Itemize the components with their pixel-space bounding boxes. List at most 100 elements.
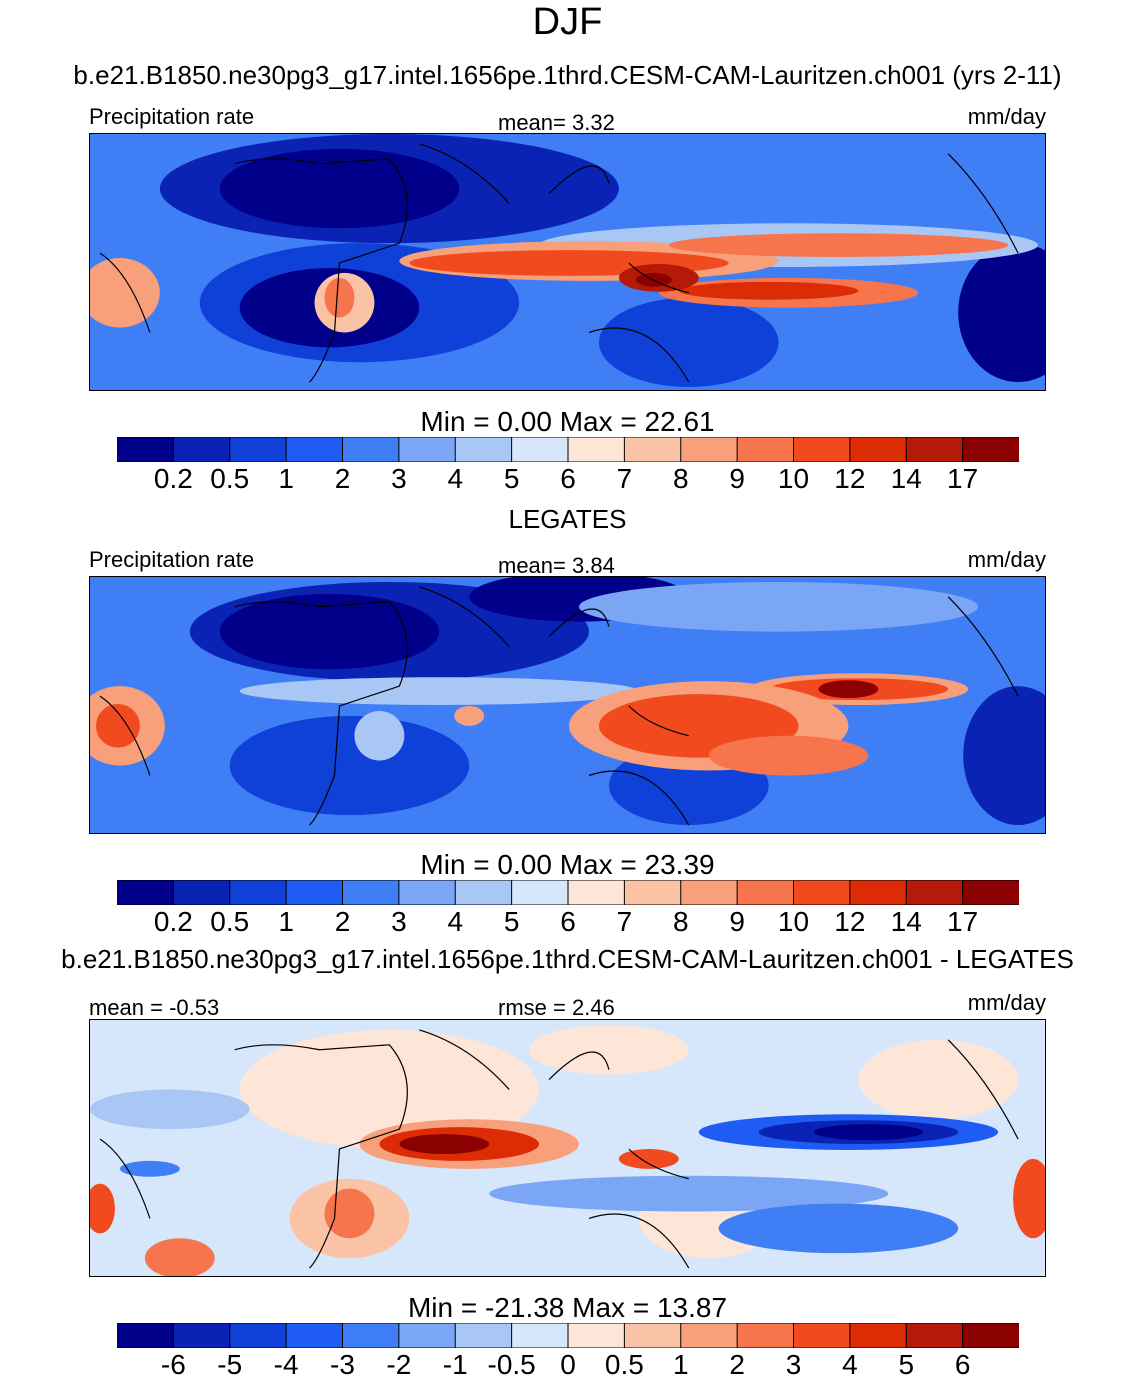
colorbar-swatch — [849, 880, 908, 905]
panel3-heading: b.e21.B1850.ne30pg3_g17.intel.1656pe.1th… — [61, 944, 1074, 974]
anomaly-zone — [90, 1089, 250, 1130]
colorbar-tick-label: 12 — [834, 463, 866, 494]
colorbar-tick-label: 0 — [560, 1349, 576, 1380]
colorbar-tick-label: 10 — [777, 906, 810, 937]
colorbar-swatch — [398, 880, 457, 905]
panel3-units-label: mm/day — [967, 990, 1046, 1015]
anomaly-zone — [858, 1039, 1019, 1120]
anomaly-zone — [529, 1024, 689, 1075]
colorbar-tick-label: 3 — [785, 1349, 802, 1380]
colorbar-swatch — [117, 437, 175, 462]
colorbar-swatch — [398, 1323, 457, 1348]
colorbar-swatch — [342, 437, 400, 462]
colorbar-swatch — [567, 437, 626, 462]
panel3-map — [89, 1019, 1046, 1277]
colorbar-swatch — [736, 1323, 795, 1348]
colorbar-swatch — [454, 437, 513, 462]
colorbar-swatch — [117, 1323, 175, 1348]
colorbar-swatch — [342, 880, 400, 905]
itcz-peak — [818, 680, 879, 699]
colorbar-swatch — [849, 1323, 908, 1348]
wet-zone — [95, 704, 140, 748]
wet-zone — [578, 581, 979, 632]
colorbar-swatch — [962, 437, 1019, 462]
colorbar-tick-label: -4 — [273, 1349, 299, 1380]
colorbar-swatch — [905, 880, 964, 905]
colorbar-tick-label: 5 — [503, 906, 520, 937]
figure-title: DJF — [532, 1, 603, 43]
colorbar-swatch — [342, 1323, 400, 1348]
colorbar-tick-label: 7 — [616, 906, 633, 937]
colorbar-tick-label: -2 — [386, 1349, 412, 1380]
colorbar-tick-label: -5 — [217, 1349, 243, 1380]
colorbar-swatch — [285, 880, 344, 905]
colorbar-tick-label: -0.5 — [487, 1349, 536, 1380]
colorbar-swatch — [511, 437, 570, 462]
colorbar-tick-label: 0.2 — [153, 463, 193, 494]
colorbar-tick-label: 17 — [947, 906, 979, 937]
panel2-variable-label: Precipitation rate — [89, 547, 255, 572]
wet-zone — [454, 705, 485, 726]
colorbar-swatch — [793, 880, 851, 905]
panel1-variable-label: Precipitation rate — [89, 104, 255, 129]
colorbar-swatch — [229, 1323, 288, 1348]
panel1-minmax: Min = 0.00 Max = 22.61 — [420, 406, 715, 437]
colorbar-swatch — [229, 437, 288, 462]
spcz-band — [708, 735, 869, 776]
colorbar-swatch — [962, 880, 1019, 905]
panel1-units-label: mm/day — [967, 104, 1046, 129]
colorbar-tick-label: 6 — [560, 906, 576, 937]
positive-anomaly — [90, 1183, 115, 1234]
colorbar-swatch — [172, 1323, 231, 1348]
colorbar-swatch — [905, 1323, 964, 1348]
colorbar-tick-label: 7 — [616, 463, 633, 494]
colorbar-tick-label: 0.5 — [210, 906, 250, 937]
colorbar-swatch — [454, 1323, 513, 1348]
colorbar-swatch — [680, 437, 739, 462]
panel1-heading: b.e21.B1850.ne30pg3_g17.intel.1656pe.1th… — [73, 60, 1062, 90]
colorbar-tick-label: 8 — [672, 463, 689, 494]
colorbar-tick-label: 10 — [777, 463, 810, 494]
colorbar-swatch — [511, 1323, 570, 1348]
colorbar-tick-label: 12 — [834, 906, 866, 937]
colorbar-tick-label: -3 — [330, 1349, 355, 1380]
wet-zone — [90, 258, 160, 328]
positive-anomaly — [324, 1188, 375, 1239]
colorbar-swatch — [793, 437, 851, 462]
coastline — [99, 586, 1019, 826]
colorbar-swatch — [905, 437, 964, 462]
panel1-colorbar — [117, 437, 1019, 462]
colorbar-tick-label: 0.2 — [153, 906, 193, 937]
panel2-units-label: mm/day — [967, 547, 1046, 572]
anomaly-zone — [718, 1203, 959, 1254]
colorbar-tick-label: 0.5 — [604, 1349, 644, 1380]
negative-anomaly — [119, 1160, 180, 1177]
colorbar-swatch — [849, 437, 908, 462]
wet-zone — [239, 677, 639, 705]
colorbar-tick-label: 1 — [278, 463, 294, 494]
coastline — [99, 143, 1019, 383]
colorbar-swatch — [285, 437, 344, 462]
panel2-heading: LEGATES — [508, 504, 627, 534]
positive-anomaly — [618, 1148, 679, 1169]
colorbar-swatch — [793, 1323, 851, 1348]
colorbar-swatch — [117, 880, 175, 905]
panel3-mean-label: mean = -0.53 — [89, 995, 220, 1020]
colorbar-tick-label: 14 — [890, 463, 922, 494]
colorbar-swatch — [736, 880, 795, 905]
colorbar-swatch — [736, 437, 795, 462]
colorbar-tick-label: 6 — [560, 463, 576, 494]
colorbar-swatch — [511, 880, 570, 905]
colorbar-tick-label: 5 — [898, 1349, 915, 1380]
colorbar-tick-label: 8 — [672, 906, 689, 937]
dry-zone — [219, 148, 460, 229]
colorbar-swatch — [623, 437, 682, 462]
itcz-band — [668, 233, 1009, 258]
colorbar-tick-label: -6 — [160, 1349, 186, 1380]
colorbar-swatch — [567, 880, 626, 905]
colorbar-swatch — [680, 1323, 739, 1348]
colorbar-swatch — [172, 880, 231, 905]
positive-anomaly — [399, 1134, 490, 1154]
colorbar-tick-label: 17 — [947, 463, 979, 494]
spcz-band — [678, 281, 859, 300]
